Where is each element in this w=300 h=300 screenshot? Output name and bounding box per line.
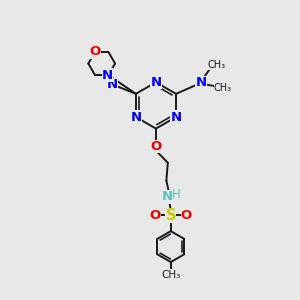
Text: O: O bbox=[89, 45, 100, 58]
Text: O: O bbox=[181, 209, 192, 222]
Text: S: S bbox=[166, 208, 176, 223]
Text: N: N bbox=[102, 69, 113, 82]
Text: O: O bbox=[150, 140, 162, 153]
Text: N: N bbox=[130, 110, 141, 124]
Text: CH₃: CH₃ bbox=[214, 83, 232, 93]
Text: H: H bbox=[172, 188, 181, 201]
Text: N: N bbox=[195, 76, 207, 89]
Text: N: N bbox=[161, 190, 172, 203]
Text: CH₃: CH₃ bbox=[161, 269, 180, 280]
Text: N: N bbox=[170, 110, 182, 124]
Text: N: N bbox=[150, 76, 161, 89]
Text: CH₃: CH₃ bbox=[207, 60, 226, 70]
Text: O: O bbox=[150, 209, 161, 222]
Text: N: N bbox=[106, 78, 118, 91]
